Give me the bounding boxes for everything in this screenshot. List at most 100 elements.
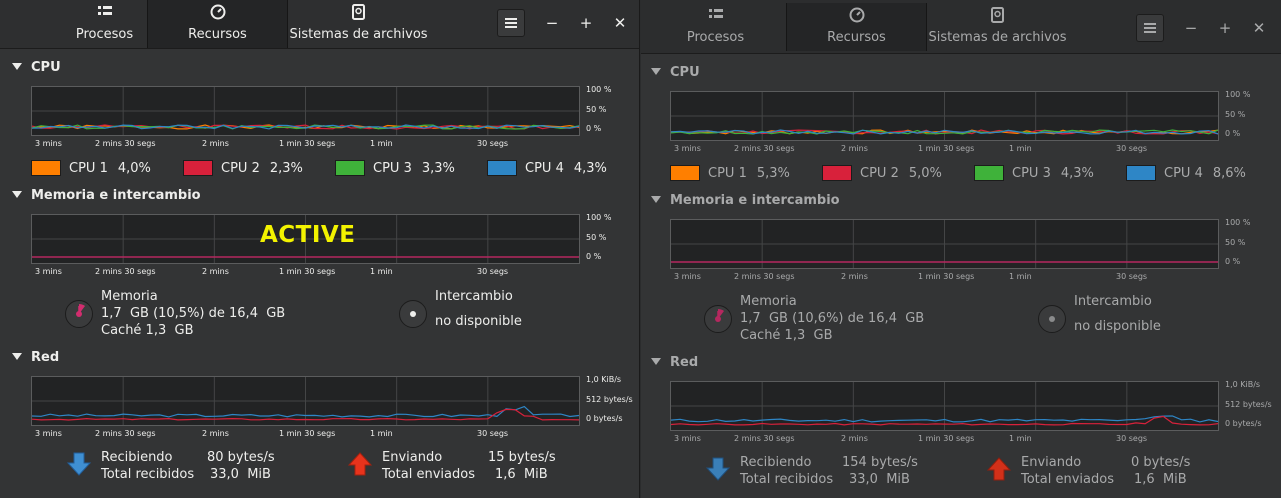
total-sent-value: 1,6 MiB [495,467,548,482]
net-series-line [32,408,579,421]
total-sent-label: Total enviados [382,467,475,482]
y-tick-label: 1,0 KiB/s [1225,380,1261,389]
gauge-icon [787,6,926,24]
x-tick-label: 30 segs [477,429,509,438]
maximize-icon: + [579,14,593,32]
x-tick-label: 2 mins [841,144,868,153]
legend-value: 4,0% [117,160,151,176]
color-swatch[interactable] [974,165,1004,181]
cpu-series-line [671,129,1218,135]
legend-label: CPU 2 [221,160,260,176]
memory-cache: Caché 1,3 GB [740,328,833,343]
memory-pie-icon[interactable] [65,300,93,328]
minimize-button[interactable]: − [1177,14,1205,42]
cpu-graph [670,91,1219,141]
tab-label: Procesos [686,30,745,45]
tab-label: Sistemas de archivos [928,30,1067,45]
total-received-value: 33,0 MiB [849,472,910,487]
y-tick-label: 50 % [1225,110,1246,119]
color-swatch[interactable] [822,165,852,181]
network-section-header[interactable]: Red [651,355,698,370]
x-tick-label: 3 mins [35,267,62,276]
x-tick-label: 2 mins 30 segs [95,429,156,438]
close-button[interactable]: ✕ [1245,14,1273,42]
color-swatch[interactable] [31,160,61,176]
x-tick-label: 2 mins 30 segs [734,144,795,153]
tab-procesos[interactable]: Procesos [645,3,786,51]
tab-sistemas-de-archivos[interactable]: Sistemas de archivos [927,3,1068,51]
x-tick-label: 3 mins [35,139,62,148]
tab-recursos[interactable]: Recursos [786,3,927,51]
close-button[interactable]: ✕ [606,9,634,37]
total-sent-value: 1,6 MiB [1134,472,1187,487]
receiving-label: Recibiendo [101,450,173,465]
hamburger-icon [505,18,517,28]
upload-arrow-icon [347,451,373,481]
x-tick-label: 2 mins 30 segs [734,434,795,443]
tab-procesos[interactable]: Procesos [34,0,175,48]
expander-icon [651,358,661,365]
cpu-graph [31,86,580,136]
net-series-line [32,405,579,418]
network-section-header[interactable]: Red [12,350,59,365]
menu-button[interactable] [1136,14,1164,42]
cpu-section-header[interactable]: CPU [651,65,700,80]
disk-icon [288,3,429,21]
net-series-line [671,415,1218,423]
header-bar: Procesos Recursos Sistemas de archivos −… [641,0,1281,54]
color-swatch[interactable] [487,160,517,176]
x-tick-label: 1 min 30 segs [918,434,975,443]
menu-button[interactable] [497,9,525,37]
legend-value: 8,6% [1212,165,1246,181]
legend-value: 4,3% [573,160,607,176]
minimize-button[interactable]: − [538,9,566,37]
memory-section-header[interactable]: Memoria e intercambio [12,188,201,203]
color-swatch[interactable] [1126,165,1156,181]
tab-label: Recursos [188,27,247,42]
y-tick-label: 100 % [586,85,612,94]
y-tick-label: 50 % [1225,238,1246,247]
x-tick-label: 2 mins 30 segs [95,267,156,276]
color-swatch[interactable] [670,165,700,181]
x-tick-label: 3 mins [35,429,62,438]
swap-value: no disponible [1074,319,1161,334]
expander-icon [12,63,22,70]
color-swatch[interactable] [335,160,365,176]
sending-value: 0 bytes/s [1131,455,1191,470]
x-tick-label: 2 mins 30 segs [95,139,156,148]
memory-used: 1,7 GB (10,6%) de 16,4 GB [740,311,925,326]
cpu-section-header[interactable]: CPU [12,60,61,75]
x-tick-label: 30 segs [1116,272,1148,281]
y-tick-label: 512 bytes/s [586,395,633,404]
memory-label: Memoria [740,294,797,309]
total-received-label: Total recibidos [101,467,195,482]
legend-label: CPU 1 [708,165,747,181]
cpu-series-line [32,124,579,130]
expander-icon [12,353,22,360]
memory-section-header[interactable]: Memoria e intercambio [651,193,840,208]
gauge-icon [148,3,287,21]
cpu4-legend: CPU 4 8,6% [1126,165,1246,181]
legend-label: CPU 4 [525,160,564,176]
tab-label: Procesos [75,27,134,42]
memory-pie-icon[interactable] [704,305,732,333]
resources-window-active: Procesos Recursos Sistemas de archivos −… [0,0,640,498]
memory-graph [670,219,1219,269]
maximize-button[interactable]: + [572,9,600,37]
cpu1-legend: CPU 1 5,3% [670,165,790,181]
x-tick-label: 1 min [1009,144,1032,153]
x-tick-label: 30 segs [477,139,509,148]
x-tick-label: 1 min 30 segs [279,139,336,148]
total-received-label: Total recibidos [740,472,834,487]
tab-recursos[interactable]: Recursos [147,0,288,48]
swap-pie-icon[interactable] [1038,305,1066,333]
swap-pie-icon[interactable] [399,300,427,328]
minimize-icon: − [1184,19,1198,37]
download-arrow-icon [66,451,92,481]
color-swatch[interactable] [183,160,213,176]
memory-label: Memoria [101,289,158,304]
tab-label: Recursos [827,30,886,45]
tab-sistemas-de-archivos[interactable]: Sistemas de archivos [288,0,429,48]
maximize-button[interactable]: + [1211,14,1239,42]
y-tick-label: 0 % [1225,257,1241,266]
